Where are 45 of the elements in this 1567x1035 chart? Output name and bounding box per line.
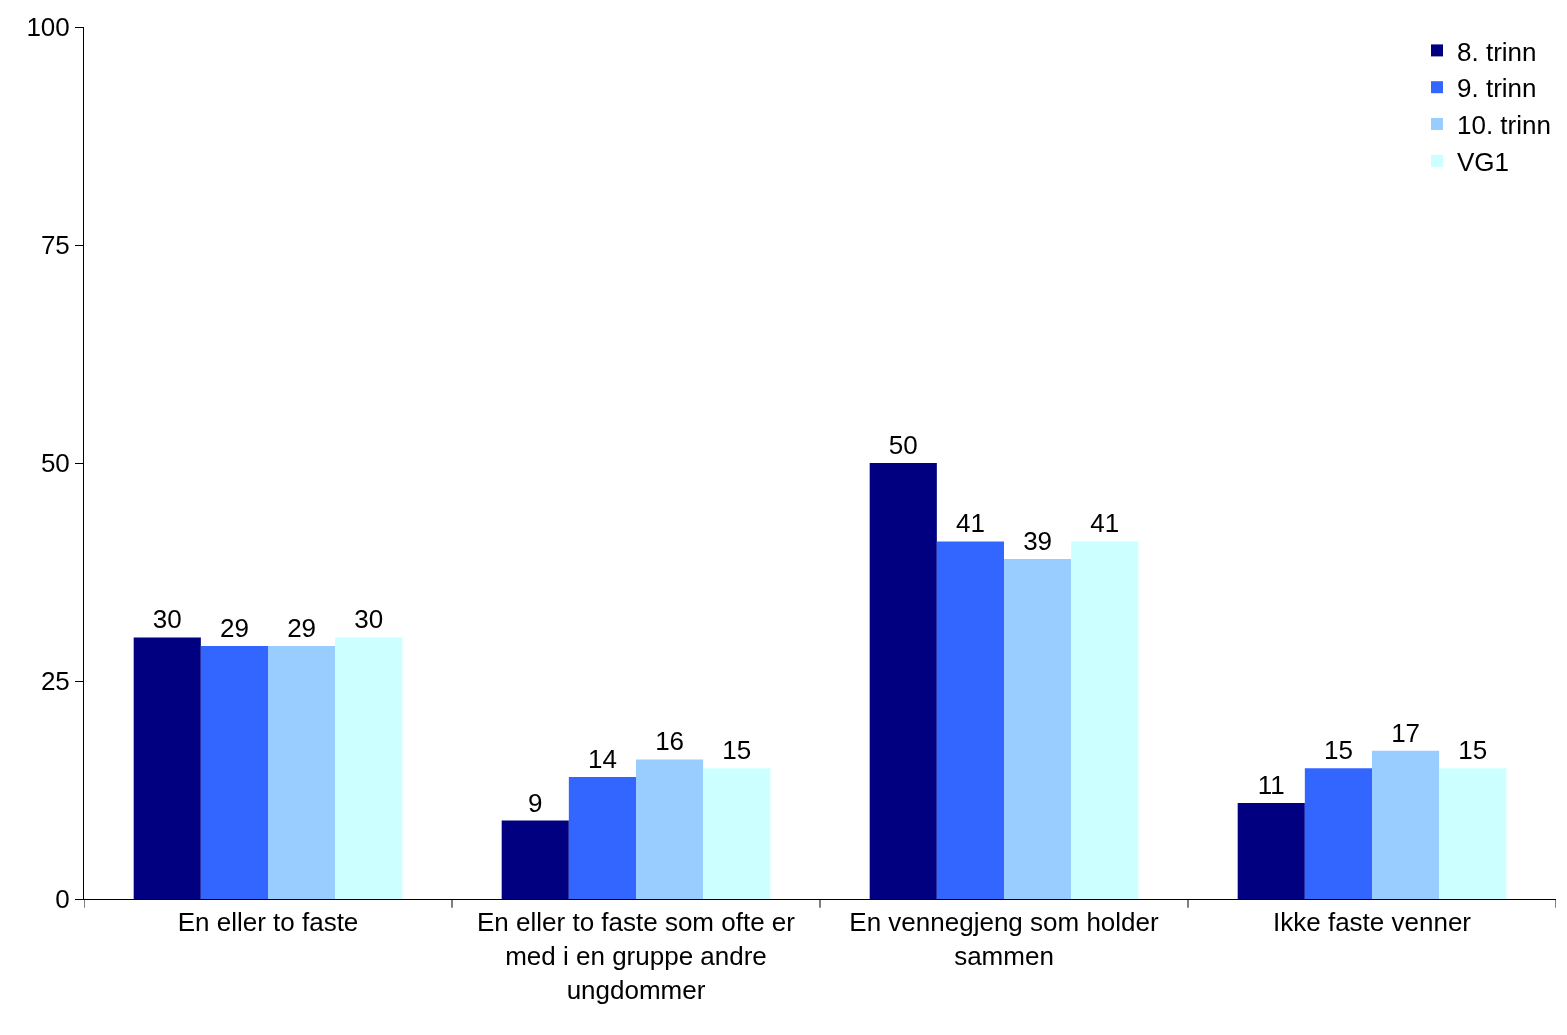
legend-label: 9. trinn (1457, 73, 1537, 104)
bar (501, 820, 569, 899)
data-label: 11 (1257, 770, 1285, 801)
y-tick-label: 0 (55, 884, 70, 915)
bar (1004, 558, 1072, 899)
bar (1071, 541, 1139, 899)
bar (936, 541, 1004, 899)
data-label: 30 (354, 604, 384, 635)
bar (1237, 803, 1305, 899)
data-label: 41 (955, 508, 985, 539)
x-tick-label: En eller to faste (177, 907, 359, 938)
bar (133, 637, 201, 899)
y-tick-label: 50 (40, 448, 70, 479)
bar (1439, 768, 1507, 899)
bar (568, 776, 636, 899)
data-label: 9 (528, 787, 543, 818)
data-label: 16 (655, 726, 685, 757)
legend-label: VG1 (1457, 146, 1510, 177)
y-tick-label: 25 (40, 666, 70, 697)
bar (335, 637, 403, 899)
legend-label: 8. trinn (1457, 36, 1537, 67)
x-tick-label: En vennegjeng som holder sammen (849, 907, 1159, 971)
data-label: 15 (1458, 735, 1488, 766)
bar (1372, 750, 1440, 899)
bar (200, 646, 268, 899)
bar (268, 646, 336, 899)
data-label: 50 (888, 430, 918, 460)
y-tick-label: 75 (40, 230, 70, 261)
data-label: 15 (1323, 735, 1353, 766)
data-label: 15 (722, 735, 752, 766)
legend-label: 10. trinn (1457, 110, 1551, 141)
x-tick-label: Ikke faste venner (1273, 907, 1472, 938)
bar (636, 759, 704, 899)
data-label: 29 (287, 613, 317, 644)
data-label: 30 (152, 604, 182, 635)
data-label: 39 (1023, 525, 1053, 556)
data-label: 17 (1391, 717, 1421, 748)
data-label: 29 (219, 613, 249, 644)
x-tick-label: En eller to faste som ofte er med i en gruppe andre ungdommer (477, 907, 796, 1005)
bar (869, 463, 937, 899)
data-label: 41 (1090, 508, 1120, 539)
bar (1304, 768, 1372, 899)
bar (703, 768, 771, 899)
data-label: 14 (587, 743, 617, 774)
y-tick-label: 100 (26, 12, 70, 43)
